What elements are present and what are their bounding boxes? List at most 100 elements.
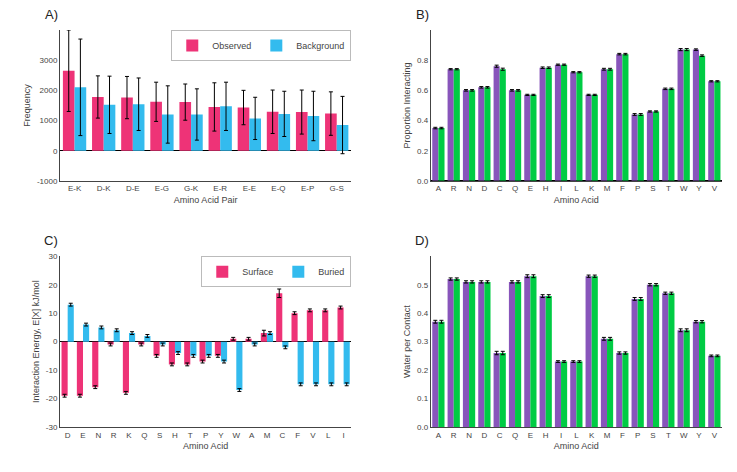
svg-text:-30: -30 [46,423,58,432]
svg-text:L: L [574,184,579,193]
svg-text:Surface: Surface [242,267,273,277]
svg-text:E-E: E-E [243,184,256,193]
svg-text:E-P: E-P [301,184,314,193]
svg-text:P: P [635,431,640,440]
svg-text:D: D [65,431,71,440]
svg-text:S: S [157,431,162,440]
svg-text:Q: Q [141,431,147,440]
svg-text:A: A [436,184,442,193]
svg-text:0.2: 0.2 [417,366,429,375]
svg-text:0.0: 0.0 [417,177,429,186]
svg-text:0.6: 0.6 [417,86,429,95]
svg-text:C: C [497,431,503,440]
svg-text:R: R [451,431,457,440]
svg-text:0.3: 0.3 [417,337,429,346]
svg-text:0.5: 0.5 [417,281,429,290]
svg-text:E-G: E-G [155,184,169,193]
svg-text:A: A [249,431,255,440]
svg-text:N: N [466,184,472,193]
svg-text:D: D [481,184,487,193]
svg-text:Amino Acid: Amino Acid [554,441,599,451]
svg-text:E-Q: E-Q [271,184,285,193]
svg-text:F: F [620,431,625,440]
svg-text:L: L [574,431,579,440]
svg-text:D): D) [415,233,429,248]
svg-text:K: K [589,184,595,193]
svg-text:N: N [466,431,472,440]
svg-text:C: C [497,184,503,193]
svg-text:T: T [666,184,671,193]
svg-text:D: D [481,431,487,440]
svg-text:R: R [111,431,117,440]
svg-text:P: P [203,431,208,440]
svg-text:K: K [126,431,132,440]
svg-text:M: M [604,184,611,193]
svg-text:30: 30 [48,252,57,261]
svg-text:H: H [172,431,178,440]
svg-text:F: F [295,431,300,440]
svg-text:20: 20 [48,281,57,290]
svg-text:H: H [543,184,549,193]
svg-text:V: V [712,184,718,193]
svg-text:C): C) [44,233,58,248]
svg-text:E: E [528,431,533,440]
svg-text:0.0: 0.0 [417,423,429,432]
svg-text:-10: -10 [46,366,58,375]
svg-text:S: S [650,184,655,193]
svg-text:Amino Acid: Amino Acid [183,441,228,451]
svg-text:E-K: E-K [68,184,82,193]
svg-text:W: W [680,431,688,440]
svg-text:F: F [620,184,625,193]
svg-text:G-K: G-K [184,184,199,193]
svg-text:V: V [310,431,316,440]
svg-text:Interaction Energy, E[X] kJ/mo: Interaction Energy, E[X] kJ/mol [31,280,41,403]
svg-text:P: P [635,184,640,193]
svg-text:0.1: 0.1 [417,394,429,403]
svg-text:K: K [589,431,595,440]
svg-text:3000: 3000 [40,56,58,65]
svg-text:E: E [528,184,533,193]
svg-text:0: 0 [53,146,58,155]
svg-text:Amino Acid: Amino Acid [554,195,599,205]
svg-text:N: N [95,431,101,440]
svg-text:Q: Q [512,431,518,440]
svg-text:S: S [650,431,655,440]
svg-text:0.4: 0.4 [417,309,429,318]
svg-text:Q: Q [512,184,518,193]
svg-text:I: I [560,184,562,193]
svg-text:L: L [326,431,331,440]
svg-text:Y: Y [696,431,702,440]
svg-text:0.4: 0.4 [417,116,429,125]
svg-text:Observed: Observed [212,41,251,51]
svg-text:A): A) [45,7,58,22]
svg-text:1000: 1000 [40,116,58,125]
svg-text:10: 10 [48,309,57,318]
svg-text:B): B) [416,7,429,22]
svg-text:G-S: G-S [330,184,344,193]
svg-text:Buried: Buried [318,267,344,277]
svg-text:Proportion Interacting: Proportion Interacting [402,62,412,148]
svg-text:-20: -20 [46,394,58,403]
svg-text:0.2: 0.2 [417,146,429,155]
svg-text:Y: Y [218,431,224,440]
svg-text:2000: 2000 [40,86,58,95]
svg-text:C: C [279,431,285,440]
svg-text:W: W [680,184,688,193]
svg-text:Background: Background [296,41,344,51]
svg-text:0.8: 0.8 [417,56,429,65]
svg-text:D-E: D-E [126,184,140,193]
svg-text:V: V [712,431,718,440]
svg-text:W: W [233,431,241,440]
svg-text:D-K: D-K [97,184,111,193]
svg-text:E-R: E-R [213,184,227,193]
svg-text:I: I [560,431,562,440]
svg-text:T: T [188,431,193,440]
svg-text:Y: Y [696,184,702,193]
svg-text:Frequency: Frequency [22,84,32,127]
svg-text:T: T [666,431,671,440]
svg-text:A: A [436,431,442,440]
svg-text:R: R [451,184,457,193]
svg-text:I: I [342,431,344,440]
svg-text:Water per Contact: Water per Contact [402,305,412,378]
svg-text:E: E [80,431,85,440]
